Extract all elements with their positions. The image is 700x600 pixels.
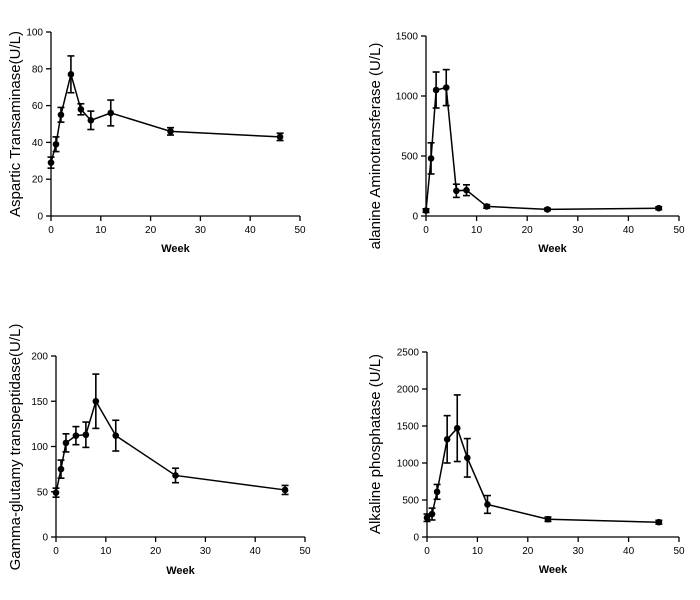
x-tick-label: 50 [294,225,306,236]
y-tick-label: 1500 [397,422,420,433]
x-axis-title: Week [539,564,568,576]
y-tick-label: 0 [42,533,48,544]
x-tick-label: 40 [250,546,262,557]
data-point [544,206,551,213]
y-tick-label: 150 [31,397,48,408]
y-tick-label: 0 [37,212,43,223]
data-point [655,204,663,212]
y-tick-label: 1500 [396,32,419,43]
data-point [172,472,179,479]
data-point [82,431,90,439]
y-tick-label: 500 [401,152,418,163]
x-tick-label: 20 [522,546,534,557]
data-point [484,501,491,508]
y-tick-label: 20 [32,175,44,186]
data-point [655,518,663,526]
x-tick-label: 30 [573,546,585,557]
x-tick-label: 40 [245,225,257,236]
x-tick-label: 20 [522,225,534,236]
x-axis-title: Week [161,243,190,255]
data-point [57,111,65,119]
data-point [52,140,60,148]
x-tick-label: 0 [424,546,430,557]
y-tick-label: 2000 [397,385,420,396]
x-tick-label: 10 [472,546,484,557]
data-point [428,510,436,518]
x-tick-label: 10 [100,546,112,557]
y-tick-label: 1000 [397,459,420,470]
y-tick-label: 80 [32,64,44,75]
x-tick-label: 40 [623,546,635,557]
y-tick-label: 40 [32,138,44,149]
y-tick-label: 60 [32,101,44,112]
x-tick-label: 0 [53,546,59,557]
data-point [77,105,85,113]
data-point [432,86,440,94]
x-axis-title: Week [538,243,567,255]
y-tick-label: 100 [31,442,48,453]
panel-aspartic-transaminase: 0 10 20 30 40 50 0 20 40 60 80 100 Week Aspartic Tran… [7,28,306,256]
series-line [426,426,659,523]
data-point [92,397,100,405]
y-axis-title: Aspartic Transaminase(U/L) [7,31,24,217]
data-point [52,489,60,496]
data-point [453,187,460,195]
x-axis-title: Week [166,565,195,577]
panel-alkaline-phosphatase: 0 10 20 30 40 5005001000150020002500WeekAlkal… [367,348,685,577]
y-axis-title: Gamma-glutamy transpeptidase(U/L) [7,324,24,571]
x-tick-label: 20 [145,225,157,236]
x-tick-label: 30 [195,225,207,236]
data-point [422,207,430,214]
y-tick-label: 1000 [396,92,419,103]
data-point [87,117,95,124]
data-point [47,159,55,166]
y-axis-title: Alkaline phosphatase (U/L) [367,354,384,534]
series-line [50,71,281,163]
x-tick-label: 0 [48,225,54,236]
data-point [276,133,284,141]
x-tick-label: 50 [673,225,685,236]
data-point [433,488,441,496]
data-point [67,71,75,78]
y-tick-label: 2500 [397,348,420,359]
data-point [62,439,70,447]
x-tick-label: 50 [673,546,685,557]
y-tick-label: 50 [37,487,49,498]
y-axis-title: alanine Aminotransferase (U/L) [367,43,384,250]
x-tick-label: 30 [200,546,212,557]
data-point [443,436,451,443]
x-tick-label: 50 [299,546,311,557]
y-tick-label: 0 [413,533,419,544]
data-point [107,109,115,117]
series-line [55,399,286,493]
data-point [112,432,120,439]
data-point [544,515,552,523]
y-tick-label: 0 [412,212,418,223]
data-point [463,186,470,194]
data-point [483,203,491,210]
y-tick-label: 100 [26,28,43,39]
y-tick-label: 200 [31,352,48,363]
x-tick-label: 10 [471,225,483,236]
y-tick-label: 500 [402,496,419,507]
data-point [57,465,65,473]
data-point [442,84,450,91]
data-point [281,486,289,494]
panel-gamma-glutamy-transpeptidase: 0 10 20 30 40 50 0 50 100 150 200 Week Gamma-glutamy… [7,324,311,577]
data-point [427,155,435,162]
x-tick-label: 10 [95,225,107,236]
data-point [167,128,174,135]
x-tick-label: 0 [423,225,429,236]
x-tick-label: 20 [150,546,162,557]
series-line [425,86,659,211]
x-tick-label: 30 [572,225,584,236]
data-point [453,424,461,432]
x-tick-label: 40 [623,225,635,236]
data-point [72,432,80,439]
data-point [464,454,471,462]
